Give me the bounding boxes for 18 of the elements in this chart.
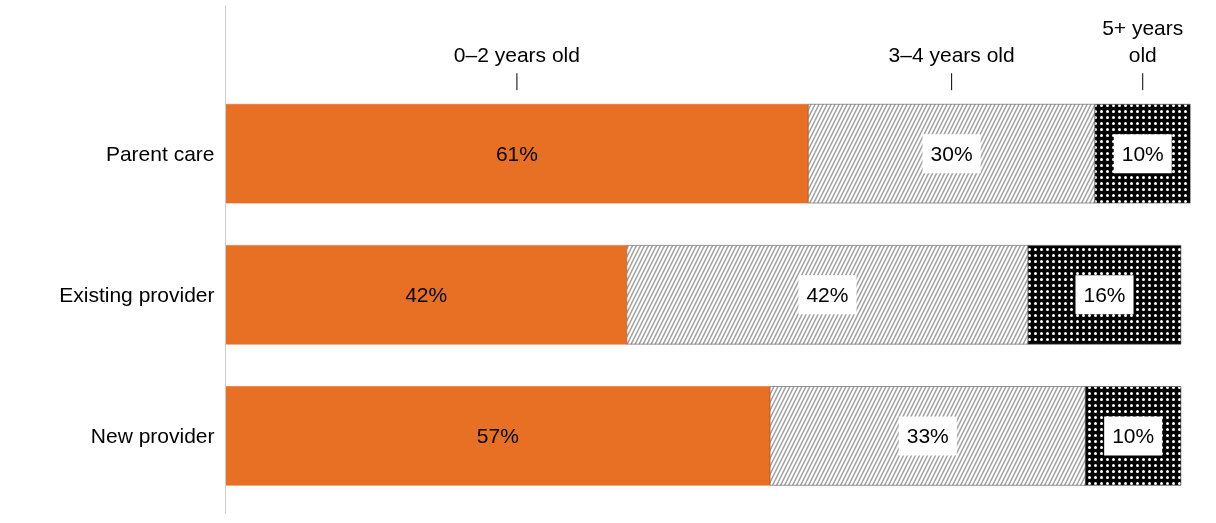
series-label: 0–2 years old (453, 43, 580, 67)
series-label: 3–4 years old (888, 43, 1015, 67)
data-label: 30% (930, 142, 973, 166)
data-label: 10% (1121, 142, 1164, 166)
data-label: 33% (906, 424, 949, 448)
y-tick-label: New provider (90, 424, 215, 448)
data-label: 10% (1112, 424, 1155, 448)
data-label: 16% (1083, 283, 1126, 307)
data-label: 61% (495, 142, 538, 166)
y-tick-label: Existing provider (59, 283, 215, 307)
bar (225, 245, 628, 345)
bar (225, 386, 771, 486)
y-tick-label: Parent care (105, 142, 215, 166)
data-label: 57% (476, 424, 519, 448)
data-label: 42% (405, 283, 448, 307)
bar (225, 103, 809, 204)
data-label: 42% (806, 283, 849, 307)
series-label: 5+ years old (1102, 15, 1184, 67)
